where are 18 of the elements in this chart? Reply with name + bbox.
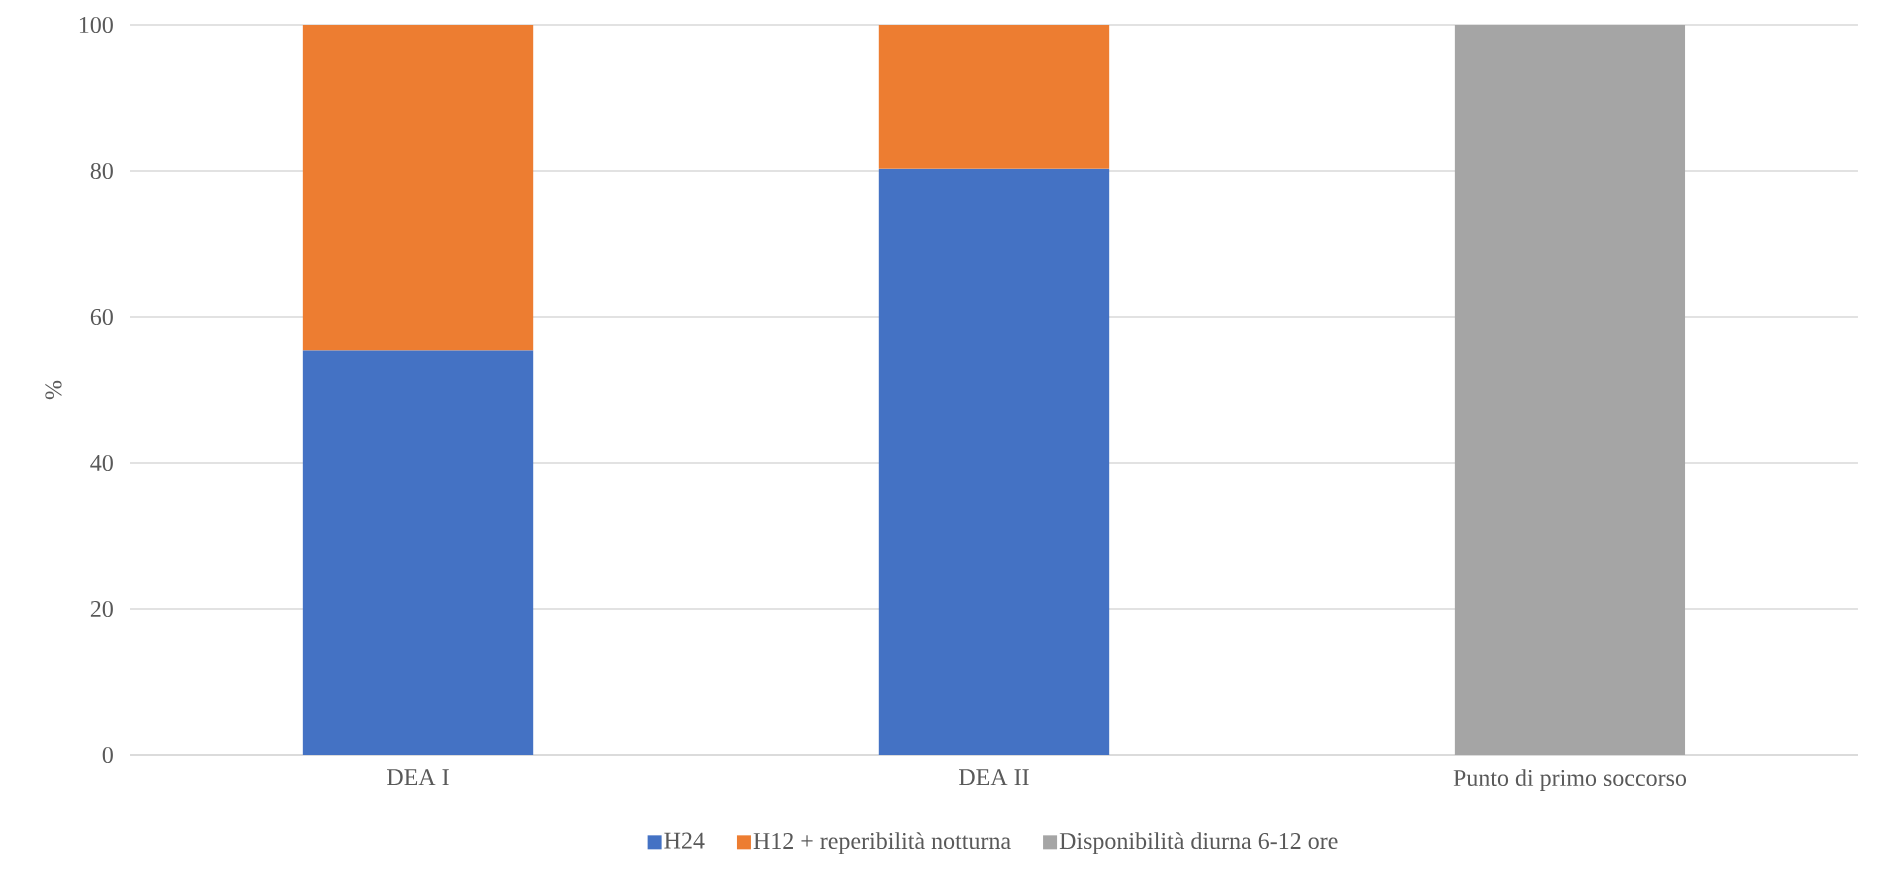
legend-label: H12 + reperibilità notturna [753,832,1011,854]
bar [302,24,534,351]
y-tick-label: 80 [90,162,113,180]
y-tick-label: 60 [90,308,113,326]
bar [1454,24,1686,755]
y-axis-title: % [45,380,62,400]
y-tick-label: 20 [90,600,113,618]
bar [878,168,1110,755]
y-tick-label: 0 [102,746,113,764]
y-tick-label: 100 [79,16,113,34]
legend-label: Disponibilità diurna 6-12 ore [1059,832,1338,854]
bar [302,350,534,755]
bar [878,24,1110,169]
x-tick-label: DEA I [387,769,449,786]
legend-label: H24 [664,832,705,849]
y-tick-label: 40 [90,454,113,472]
x-tick-label: Punto di primo soccorso [1453,769,1687,791]
x-tick-label: DEA II [959,769,1029,786]
